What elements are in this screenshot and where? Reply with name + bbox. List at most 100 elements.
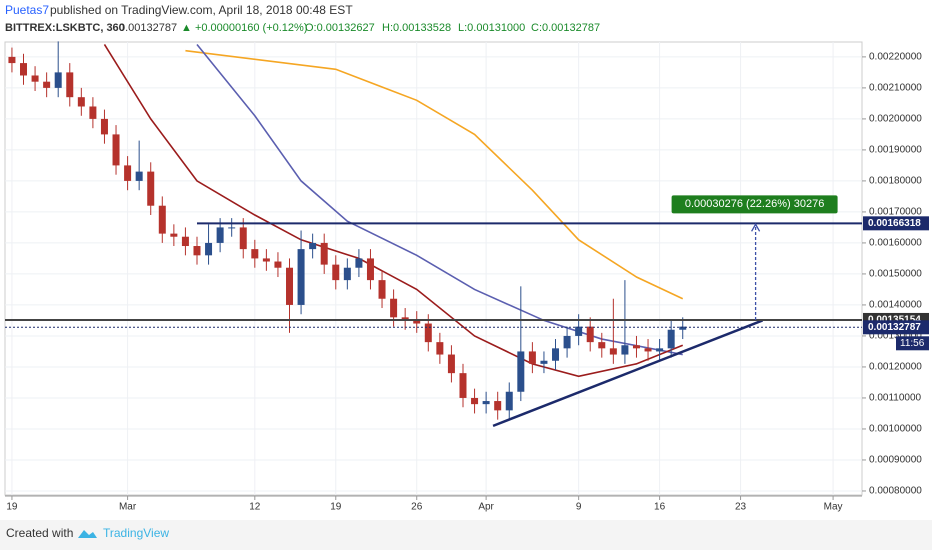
candle-body xyxy=(332,264,340,281)
candle-body xyxy=(471,397,479,405)
level-label: 0.00135154 xyxy=(868,315,921,326)
measure-label: 0.00030276 (22.26%) 30276 xyxy=(685,198,824,210)
candle-body xyxy=(297,249,305,305)
brand[interactable]: TradingView xyxy=(103,526,169,540)
level-label: 0.00166318 xyxy=(868,218,921,229)
y-tick-label: 0.00190000 xyxy=(869,145,922,156)
candle-body xyxy=(54,72,62,88)
x-tick-label: 9 xyxy=(576,502,582,513)
moving-average xyxy=(185,49,684,300)
candle-body xyxy=(31,75,39,82)
candle-body xyxy=(89,106,97,119)
logo xyxy=(78,530,97,538)
candle-body xyxy=(586,326,594,343)
candle-body xyxy=(286,267,294,305)
level-tag xyxy=(863,216,929,231)
candle-body xyxy=(8,56,16,64)
candle-body xyxy=(517,351,525,392)
candle-body xyxy=(43,81,51,88)
y-tick-label: 0.00210000 xyxy=(869,83,922,94)
candle-body xyxy=(135,171,143,181)
y-tick-label: 0.00120000 xyxy=(869,362,922,373)
plot-border xyxy=(4,41,863,496)
y-tick-label: 0.00140000 xyxy=(869,300,922,311)
low: L:0.00131000 xyxy=(458,22,525,34)
level-tag xyxy=(863,320,929,335)
level-label: 0.00132787 xyxy=(868,322,921,333)
footer xyxy=(0,520,932,550)
candle-body xyxy=(124,165,132,181)
candle-body xyxy=(181,236,189,247)
x-tick-label: 23 xyxy=(735,502,747,513)
candle-body xyxy=(401,317,409,321)
candle-body xyxy=(228,227,236,229)
candle-body xyxy=(216,227,224,243)
candle-body xyxy=(66,72,74,98)
candle-body xyxy=(274,261,282,268)
candle-body xyxy=(170,233,178,237)
x-tick-label: Mar xyxy=(119,502,137,513)
moving-average xyxy=(103,44,684,378)
candle-body xyxy=(20,63,28,76)
measure-box xyxy=(671,195,838,214)
trendline xyxy=(492,319,763,428)
candle-body xyxy=(100,118,108,135)
candle-body xyxy=(575,326,583,336)
y-tick-label: 0.00130000 xyxy=(869,331,922,342)
candle-body xyxy=(158,205,166,234)
high: H:0.00133528 xyxy=(382,22,451,34)
candle-body xyxy=(77,97,85,107)
candle-body xyxy=(320,242,328,265)
x-tick-label: 26 xyxy=(411,502,423,513)
candle-body xyxy=(112,134,120,166)
last-price: 0.00132787 xyxy=(119,22,177,34)
candle-body xyxy=(563,335,571,349)
y-tick-label: 0.00220000 xyxy=(869,52,922,63)
candle-body xyxy=(459,373,467,398)
countdown: 11:56 xyxy=(900,338,925,349)
candle-body xyxy=(390,298,398,318)
candle-body xyxy=(355,258,363,268)
symbol: BITTREX:LSKBTC, 360 xyxy=(5,22,125,34)
candle-body xyxy=(366,258,374,281)
y-tick-label: 0.00160000 xyxy=(869,238,922,249)
candle-body xyxy=(239,227,247,250)
y-tick-label: 0.00200000 xyxy=(869,114,922,125)
author[interactable]: Puetas7 xyxy=(5,3,49,17)
candle-body xyxy=(147,171,155,206)
x-tick-label: 16 xyxy=(654,502,666,513)
x-tick-label: 12 xyxy=(249,502,261,513)
candle-body xyxy=(447,354,455,374)
open: O:0.00132627 xyxy=(305,22,375,34)
y-tick-label: 0.00180000 xyxy=(869,176,922,187)
candle-body xyxy=(309,242,317,250)
candle-body xyxy=(424,323,432,343)
candle-body xyxy=(378,280,386,299)
candle-body xyxy=(505,391,513,411)
candle-body xyxy=(482,401,490,405)
x-tick-label: 19 xyxy=(330,502,342,513)
candle-body xyxy=(609,348,617,355)
candle-body xyxy=(621,345,629,355)
y-tick-label: 0.00080000 xyxy=(869,486,922,497)
y-tick-label: 0.00090000 xyxy=(869,455,922,466)
candle-body xyxy=(193,246,201,256)
candle-body xyxy=(552,348,560,361)
candle-body xyxy=(413,320,421,324)
candle-body xyxy=(436,342,444,355)
close: C:0.00132787 xyxy=(531,22,600,34)
candle-body xyxy=(679,326,687,330)
candle-body xyxy=(632,345,640,349)
x-tick-label: May xyxy=(824,502,843,513)
y-tick-label: 0.00110000 xyxy=(869,393,922,404)
y-tick-label: 0.00150000 xyxy=(869,269,922,280)
candle-body xyxy=(494,401,502,411)
arrow-head xyxy=(751,223,761,232)
change: ▲ +0.00000160 (+0.12%) xyxy=(181,22,307,34)
candle-body xyxy=(251,249,259,259)
x-tick-label: Apr xyxy=(478,502,494,513)
y-tick-label: 0.00100000 xyxy=(869,424,922,435)
candle-body xyxy=(667,329,675,349)
